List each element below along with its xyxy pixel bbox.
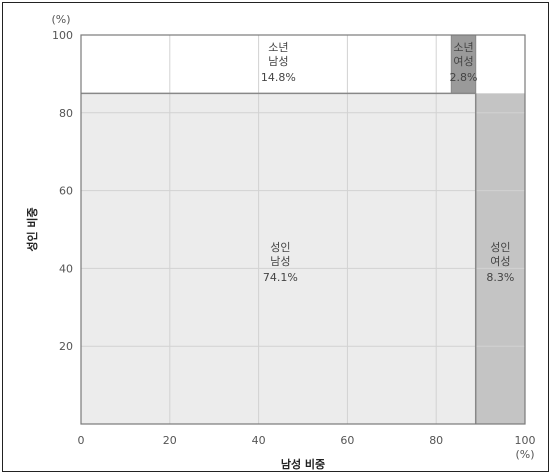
x-tick-20: 20: [163, 434, 177, 447]
cell-boy-male: [81, 35, 476, 94]
y-tick-20: 20: [59, 340, 73, 353]
x-tick-80: 80: [429, 434, 443, 447]
x-axis-title: 남성 비중: [281, 457, 325, 471]
cell-label-group-adult-female: 성인: [490, 241, 510, 254]
cell-label-sex-adult-female: 여성: [490, 255, 510, 268]
cell-label-group-adult-male: 성인: [270, 241, 290, 254]
cell-label-sex-boy-female: 여성: [453, 55, 473, 68]
cell-adult-female: [475, 93, 525, 424]
chart-frame: 0 20 40 60 80 100 20 40 60 80 100 (%) (%) 남성 비중 성인 비중 소…: [2, 2, 549, 472]
cell-label-value-boy-male: 14.8%: [261, 71, 296, 84]
cell-label-value-adult-male: 74.1%: [263, 271, 298, 284]
cell-label-group-boy-female: 소년: [453, 41, 473, 54]
y-tick-60: 60: [59, 185, 73, 198]
y-tick-80: 80: [59, 107, 73, 120]
cell-label-value-boy-female: 2.8%: [450, 71, 478, 84]
y-unit-label: (%): [51, 13, 70, 26]
cell-adult-male: [81, 93, 476, 424]
cell-boy-female: [450, 34, 477, 94]
cell-label-sex-boy-male: 남성: [268, 55, 288, 68]
cell-label-group-boy-male: 소년: [268, 41, 288, 54]
x-tick-0: 0: [78, 434, 85, 447]
x-tick-40: 40: [252, 434, 266, 447]
cell-label-value-adult-female: 8.3%: [486, 271, 514, 284]
y-axis-title: 성인 비중: [25, 207, 39, 251]
plot-border: [80, 34, 526, 425]
cell-label-sex-adult-male: 남성: [270, 255, 290, 268]
x-unit-label: (%): [515, 448, 534, 461]
x-tick-60: 60: [340, 434, 354, 447]
x-tick-100: 100: [515, 434, 536, 447]
y-tick-40: 40: [59, 262, 73, 275]
y-tick-100: 100: [52, 29, 73, 42]
